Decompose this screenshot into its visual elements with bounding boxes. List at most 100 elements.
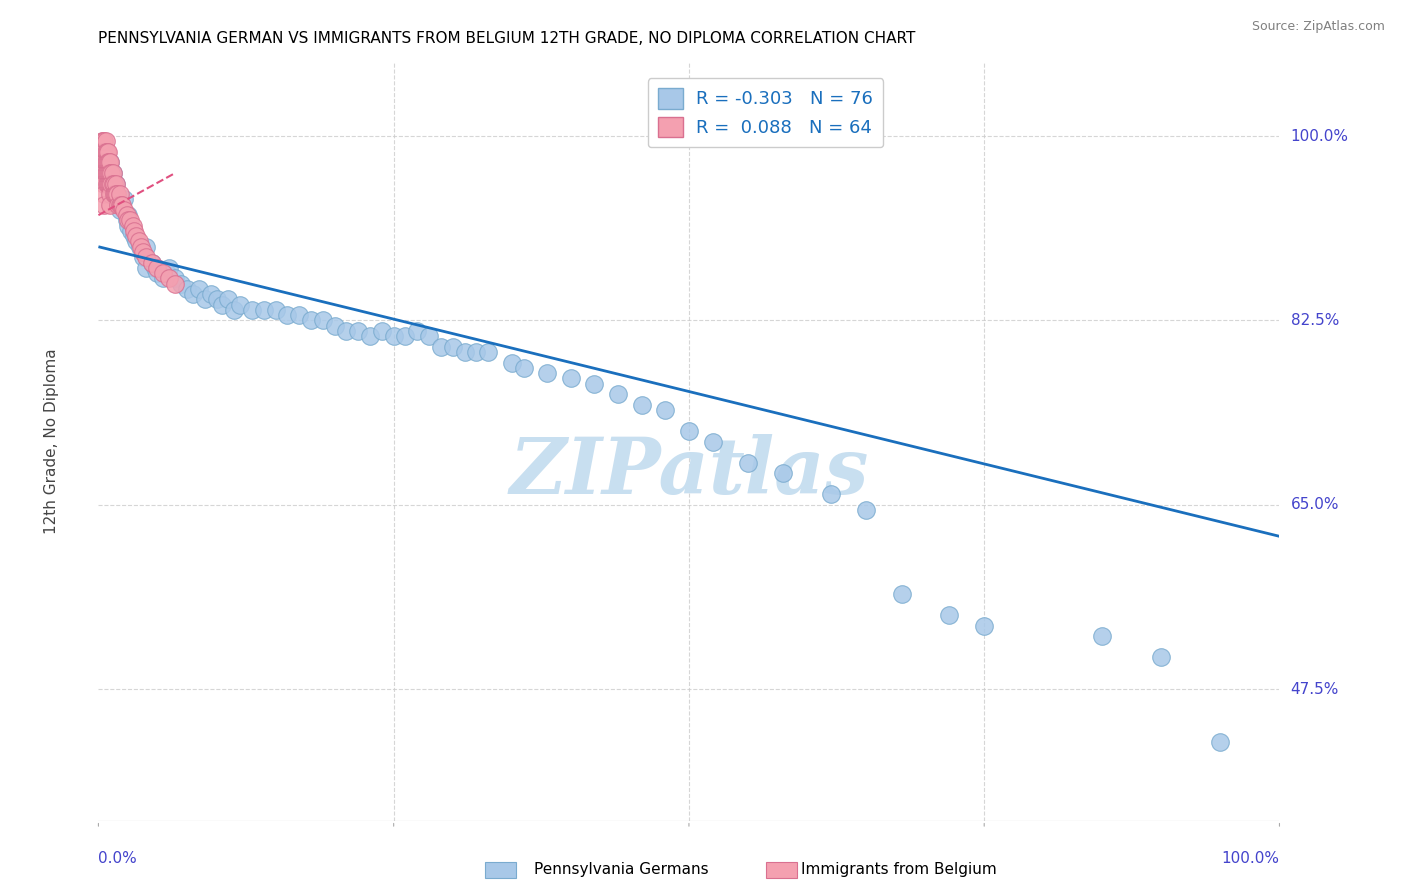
Point [117, 213, 139, 227]
Point [165, 277, 187, 291]
Point [165, 271, 187, 285]
Point [98, 187, 121, 202]
Point [890, 587, 912, 601]
Point [93, 197, 115, 211]
Point [359, 329, 381, 343]
Point [441, 340, 464, 354]
Point [132, 245, 155, 260]
Point [101, 166, 124, 180]
Point [94, 145, 117, 159]
Point [97, 166, 120, 180]
Point [299, 313, 322, 327]
Point [108, 187, 131, 202]
Point [512, 360, 534, 375]
Point [288, 308, 311, 322]
Point [702, 434, 724, 449]
Point [382, 329, 405, 343]
Point [105, 177, 128, 191]
Point [93, 155, 115, 169]
Point [453, 345, 475, 359]
Point [181, 287, 204, 301]
Point [1091, 629, 1114, 643]
Point [152, 271, 174, 285]
Point [477, 345, 499, 359]
Point [93, 145, 115, 159]
Point [112, 192, 135, 206]
Point [141, 255, 163, 269]
Text: Pennsylvania Germans: Pennsylvania Germans [534, 863, 709, 877]
Point [371, 324, 394, 338]
Point [156, 266, 179, 280]
Point [93, 166, 115, 180]
Point [678, 424, 700, 438]
Point [607, 387, 630, 401]
Point [820, 487, 842, 501]
Point [146, 266, 169, 280]
Point [536, 366, 558, 380]
Point [107, 197, 129, 211]
Point [91, 155, 114, 169]
Point [406, 324, 429, 338]
Point [108, 202, 131, 217]
Point [117, 208, 139, 222]
Point [240, 302, 263, 317]
Point [91, 135, 114, 149]
Point [128, 240, 150, 254]
Point [125, 229, 148, 244]
Point [146, 260, 169, 275]
Point [91, 166, 114, 180]
Point [103, 177, 125, 191]
Point [654, 403, 676, 417]
Point [200, 287, 222, 301]
Point [224, 302, 246, 317]
Point [100, 177, 122, 191]
Point [96, 155, 118, 169]
Point [93, 177, 115, 191]
Point [97, 177, 120, 191]
Point [394, 329, 416, 343]
Point [501, 355, 523, 369]
Point [91, 145, 114, 159]
Point [108, 197, 131, 211]
Text: ZIPatlas: ZIPatlas [509, 434, 869, 510]
Point [1150, 650, 1173, 665]
Point [125, 235, 148, 249]
Legend: R = -0.303   N = 76, R =  0.088   N = 64: R = -0.303 N = 76, R = 0.088 N = 64 [648, 78, 883, 147]
Point [105, 187, 128, 202]
Point [96, 166, 118, 180]
Point [430, 340, 453, 354]
Point [115, 213, 138, 227]
Point [143, 260, 166, 275]
Point [101, 166, 124, 180]
Text: 12th Grade, No Diploma: 12th Grade, No Diploma [44, 349, 59, 534]
Point [135, 260, 157, 275]
Point [276, 308, 298, 322]
Point [170, 277, 193, 291]
Point [253, 302, 276, 317]
Point [93, 135, 115, 149]
Point [94, 155, 117, 169]
Point [105, 187, 128, 202]
Text: 47.5%: 47.5% [1291, 681, 1339, 697]
Point [264, 302, 287, 317]
Text: 100.0%: 100.0% [1222, 851, 1279, 866]
Point [121, 219, 143, 233]
Point [96, 177, 118, 191]
Point [211, 298, 233, 312]
Point [93, 187, 115, 202]
Point [583, 376, 606, 391]
Point [98, 166, 121, 180]
Point [194, 293, 217, 307]
Text: 65.0%: 65.0% [1291, 497, 1339, 512]
Point [347, 324, 370, 338]
Text: Source: ZipAtlas.com: Source: ZipAtlas.com [1251, 20, 1385, 33]
Point [128, 235, 150, 249]
Point [157, 271, 180, 285]
Point [111, 197, 134, 211]
Point [120, 213, 142, 227]
Point [229, 298, 252, 312]
Point [129, 240, 152, 254]
Point [104, 187, 127, 202]
Point [973, 619, 995, 633]
Point [91, 145, 114, 159]
